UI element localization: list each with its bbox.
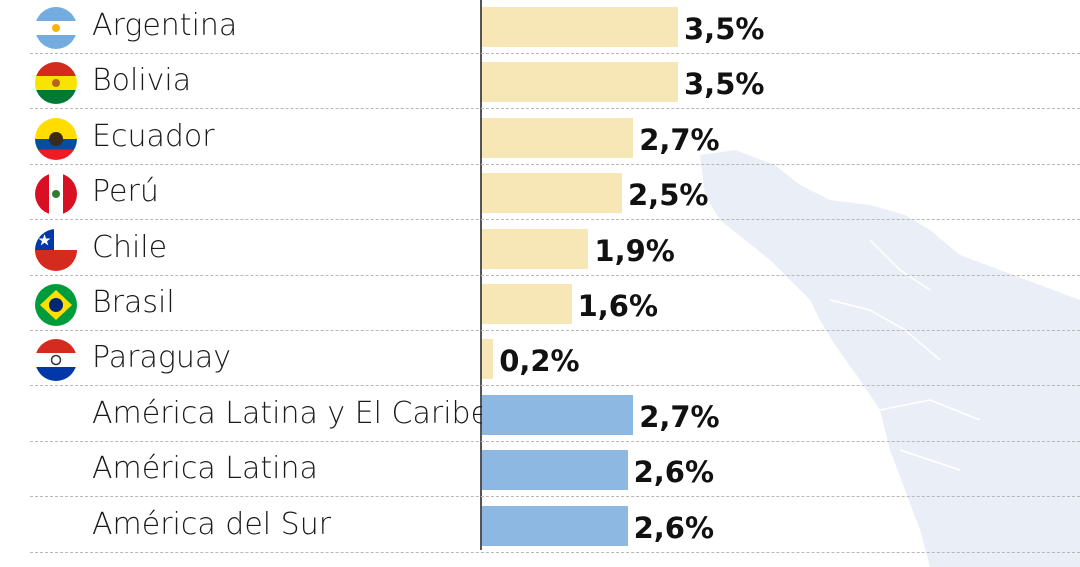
argentina-flag-icon (35, 7, 77, 49)
category-label: Ecuador (92, 118, 215, 154)
row-separator (30, 108, 1080, 110)
ecuador-flag-icon (35, 117, 77, 160)
bolivia-flag-icon (35, 62, 77, 105)
bar (482, 228, 589, 269)
row-separator (30, 551, 1080, 553)
category-label: Brasil (92, 285, 175, 320)
chile-flag-icon (35, 228, 77, 271)
bar (482, 62, 678, 103)
category-label: Argentina (92, 8, 238, 43)
bar (482, 450, 628, 491)
value-label: 3,5% (684, 67, 765, 102)
category-label: Paraguay (92, 340, 231, 376)
category-label: América del Sur (92, 506, 332, 542)
category-label: Chile (92, 229, 168, 265)
value-label: 2,7% (639, 122, 720, 157)
bar (482, 173, 622, 214)
bar (482, 505, 628, 546)
value-label: 2,5% (628, 178, 709, 213)
row-separator (30, 219, 1080, 221)
value-label: 2,6% (633, 455, 715, 490)
bar (482, 117, 634, 158)
category-label: América Latina y El Caribe (92, 395, 490, 431)
bar (482, 394, 634, 435)
row-separator (30, 53, 1080, 54)
bar (482, 284, 572, 324)
category-label: Bolivia (92, 63, 192, 99)
value-label: 1,9% (594, 233, 675, 268)
peru-flag-icon (35, 173, 77, 216)
category-label: América Latina (92, 451, 318, 487)
bar (482, 7, 678, 47)
row-separator (30, 440, 1080, 442)
value-label: 1,6% (577, 289, 659, 323)
row-separator (30, 163, 1080, 165)
value-label: 2,7% (639, 399, 720, 434)
bar (482, 339, 494, 380)
value-label: 0,2% (499, 344, 580, 379)
row-separator (30, 330, 1080, 331)
value-label: 2,6% (633, 510, 715, 545)
row-separator (30, 274, 1080, 276)
value-label: 3,5% (684, 12, 765, 46)
row-separator (30, 496, 1080, 498)
brazil-flag-icon (35, 284, 77, 326)
category-label: Perú (92, 174, 159, 210)
row-separator (30, 385, 1080, 387)
paraguay-flag-icon (35, 339, 77, 382)
